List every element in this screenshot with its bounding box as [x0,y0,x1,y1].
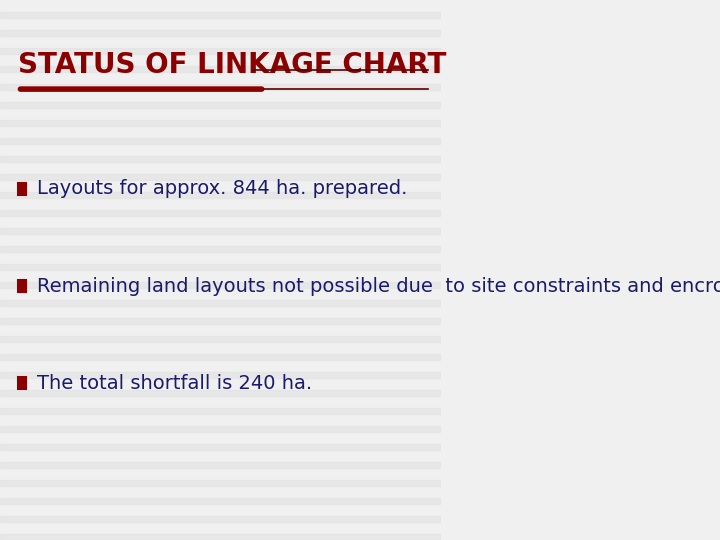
Bar [0,336,441,342]
Bar [0,372,441,378]
Text: STATUS OF LINKAGE CHART: STATUS OF LINKAGE CHART [17,51,446,79]
Bar [0,138,441,144]
Bar [0,174,441,180]
Bar [0,264,441,270]
Text: Remaining land layouts not possible due  to site constraints and encroachments.: Remaining land layouts not possible due … [37,276,720,296]
Bar [0,300,441,306]
Bar [0,534,441,540]
Bar [0,282,441,288]
Text: The total shortfall is 240 ha.: The total shortfall is 240 ha. [37,374,312,393]
Bar [0,192,441,198]
Bar [0,228,441,234]
FancyBboxPatch shape [17,280,27,292]
Bar [0,156,441,162]
Bar [0,444,441,450]
Bar [0,498,441,504]
Bar [0,462,441,468]
Bar [0,120,441,126]
Bar [0,48,441,54]
Bar [0,516,441,522]
Bar [0,210,441,216]
Bar [0,318,441,324]
Bar [0,66,441,72]
Bar [0,246,441,252]
Bar [0,426,441,432]
FancyBboxPatch shape [17,183,27,195]
Bar [0,102,441,108]
Bar [0,84,441,90]
Bar [0,354,441,360]
FancyBboxPatch shape [17,377,27,389]
Bar [0,390,441,396]
Bar [0,408,441,414]
Bar [0,12,441,18]
Bar [0,480,441,486]
Text: Layouts for approx. 844 ha. prepared.: Layouts for approx. 844 ha. prepared. [37,179,408,199]
Bar [0,30,441,36]
